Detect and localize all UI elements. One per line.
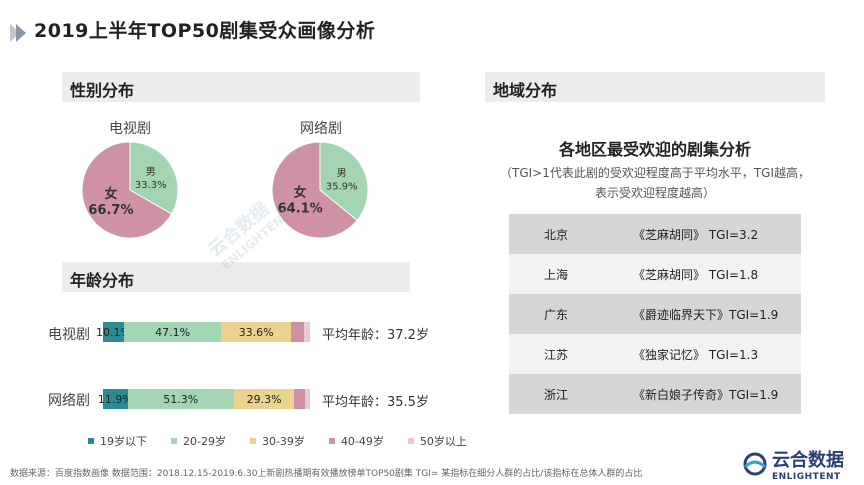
- pie-slice-female: [81, 141, 173, 239]
- region-table: 北京 《芝麻胡同》 TGI=3.2 上海 《芝麻胡同》 TGI=1.8 广东 《…: [509, 214, 801, 414]
- bar-segment: 47.1%: [123, 322, 222, 342]
- gender-section-header: 性别分布: [62, 72, 420, 102]
- brand-name-cn: 云合数据: [772, 450, 844, 471]
- city-cell: 广东: [543, 307, 568, 322]
- logo-arrow-icon: [8, 22, 30, 44]
- pie-slice-label: 男: [146, 166, 156, 178]
- age-section-header: 年龄分布: [62, 262, 410, 292]
- brand-logo: 云合数据 ENLIGHTENT: [742, 446, 844, 482]
- brand-logo-icon: [743, 452, 767, 476]
- pie-slice-female: [271, 141, 358, 239]
- table-row: 浙江 《新白娘子传奇》TGI=1.9: [509, 374, 801, 414]
- pie-chart-tv: 男 33.3% 女66.7%: [81, 141, 179, 239]
- region-table-title: 各地区最受欢迎的剧集分析: [558, 140, 751, 159]
- show-cell: 《芝麻胡同》 TGI=3.2: [633, 227, 759, 242]
- bar-category-tv: 电视剧: [48, 327, 90, 343]
- pie-slice-label: 女: [294, 184, 307, 200]
- age-section-title: 年龄分布: [70, 271, 135, 290]
- pie-slice-value: 64.1%: [278, 201, 323, 216]
- avg-age-web: 平均年龄：35.5岁: [322, 395, 429, 410]
- bar-segment: [303, 322, 310, 342]
- show-cell: 《独家记忆》 TGI=1.3: [633, 347, 759, 362]
- pie-slice-label: 女: [104, 186, 117, 202]
- bar-category-web: 网络剧: [48, 393, 90, 409]
- pie-slice-value: 66.7%: [88, 203, 133, 218]
- city-cell: 上海: [543, 267, 568, 282]
- show-cell: 《新白娘子传奇》TGI=1.9: [633, 387, 779, 402]
- page-title: 2019上半年TOP50剧集受众画像分析: [34, 20, 376, 42]
- pie-slice-value: 35.9%: [326, 182, 358, 193]
- bar-segment-label: 47.1%: [155, 325, 191, 339]
- region-section-title: 地域分布: [493, 81, 558, 100]
- show-cell: 《芝麻胡同》 TGI=1.8: [633, 267, 759, 282]
- table-row: 江苏 《独家记忆》 TGI=1.3: [509, 334, 801, 374]
- brand-name-en: ENLIGHTENT: [772, 472, 841, 482]
- bar-segment-label: 51.3%: [163, 392, 199, 406]
- bar-segment-label: 29.3%: [246, 392, 282, 406]
- stacked-bar-web: 11.9% 51.3% 29.3%: [98, 389, 310, 409]
- legend-item: 50岁以上: [407, 433, 467, 449]
- bar-segment: [294, 389, 306, 409]
- bar-segment: 29.3%: [233, 389, 295, 409]
- show-cell: 《爵迹临界天下》TGI=1.9: [633, 307, 779, 322]
- bar-segment-label: 10.1%: [95, 325, 131, 339]
- legend-item: 19岁以下: [88, 433, 147, 449]
- table-row: 广东 《爵迹临界天下》TGI=1.9: [509, 294, 801, 334]
- legend-item: 30-39岁: [249, 433, 305, 449]
- age-legend: 19岁以下 20-29岁 30-39岁 40-49岁 50岁以上: [88, 433, 467, 449]
- bar-segment: [290, 322, 304, 342]
- bar-segment: 33.6%: [221, 322, 291, 342]
- bar-segment: [305, 389, 310, 409]
- footer-source-note: 数据来源：百度指数画像 数据范围：2018.12.15-2019.6.30上新剧…: [10, 469, 643, 479]
- avg-age-tv: 平均年龄：37.2岁: [322, 328, 429, 343]
- table-row: 北京 《芝麻胡同》 TGI=3.2: [509, 214, 801, 254]
- gender-section-title: 性别分布: [70, 81, 135, 100]
- pie-slice-male: [319, 141, 369, 222]
- pie-slice-value: 33.3%: [135, 180, 167, 191]
- region-table-subtitle: （TGI>1代表此剧的受欢迎程度高于平均水平，TGI越高， 表示受欢迎程度越高）: [499, 166, 811, 200]
- city-cell: 浙江: [543, 387, 568, 402]
- table-row: 上海 《芝麻胡同》 TGI=1.8: [509, 254, 801, 294]
- stacked-bar-tv: 10.1% 47.1% 33.6%: [96, 322, 310, 342]
- bar-segment: 11.9%: [98, 389, 133, 409]
- city-cell: 北京: [543, 227, 568, 242]
- bar-segment-label: 33.6%: [238, 325, 274, 339]
- city-cell: 江苏: [543, 347, 568, 362]
- bar-segment: 10.1%: [96, 322, 131, 342]
- bar-segment-label: 11.9%: [97, 392, 133, 406]
- legend-item: 40-49岁: [328, 433, 384, 449]
- pie-chart-web: 男 35.9% 女64.1%: [271, 141, 369, 239]
- bar-segment: 51.3%: [127, 389, 234, 409]
- legend-item: 20-29岁: [171, 433, 226, 449]
- region-section-header: 地域分布: [485, 72, 825, 102]
- pie-slice-male: [129, 141, 179, 215]
- pie-slice-label: 男: [337, 168, 347, 180]
- pie-tv-title: 电视剧: [109, 121, 151, 137]
- pie-web-title: 网络剧: [300, 121, 342, 137]
